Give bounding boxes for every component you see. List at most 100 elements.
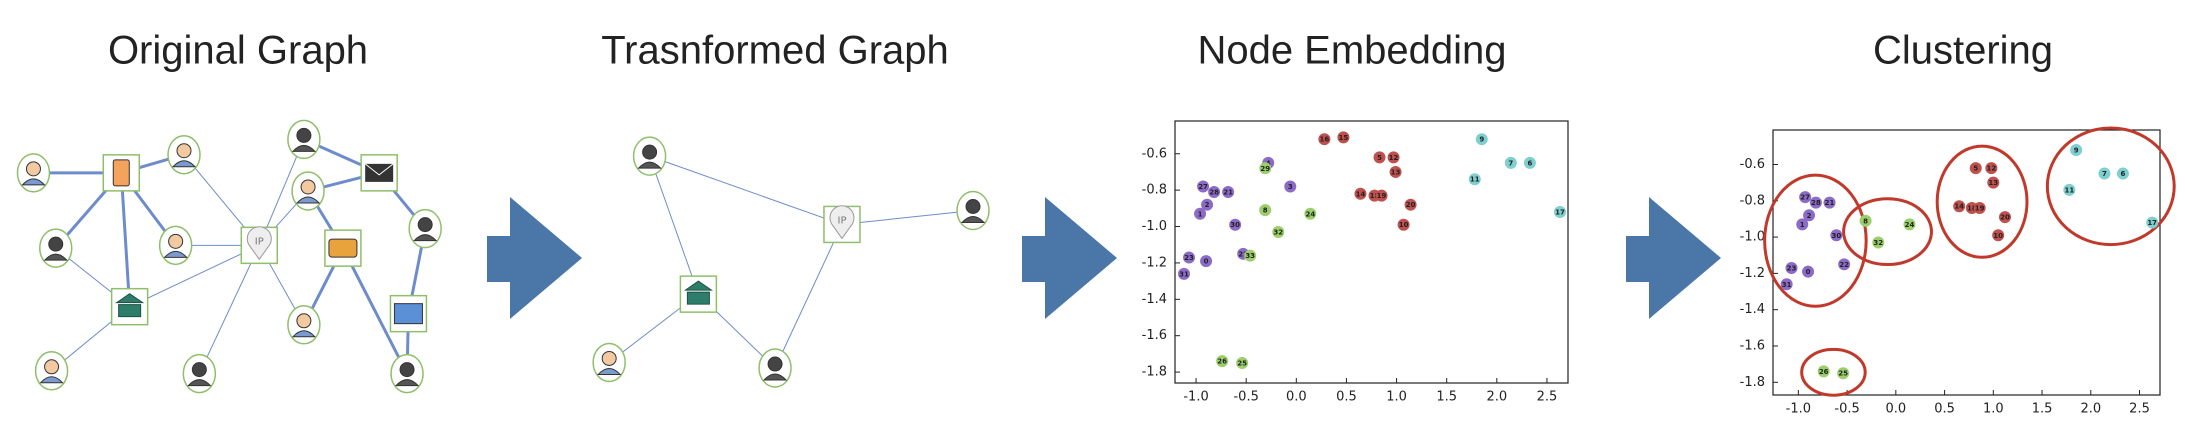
x-tick-label: 0.0 [1286,390,1307,405]
ip-label: IP [837,215,846,226]
point [1903,218,1916,231]
point-label: 32 [1873,239,1883,247]
point [1999,211,2012,224]
point [1785,261,1798,274]
edge [119,172,132,307]
y-tick-label: -1.4 [1142,292,1167,307]
y-tick-label: -0.8 [1142,183,1167,198]
point [1802,265,1815,278]
point [1244,249,1257,262]
point-label: 22 [1238,250,1248,258]
x-tick-label: -1.0 [1786,402,1811,417]
node [34,351,69,391]
x-tick-label: 0.5 [1934,402,1955,417]
body [21,178,46,186]
body [637,161,662,169]
point-label: 10 [1399,221,1409,229]
point [1222,185,1235,198]
arrow [487,197,582,319]
point-label: 14 [1356,190,1366,198]
point-label: 30 [1831,232,1841,240]
edge [198,245,260,374]
node [182,353,217,394]
point-label: 25 [1237,359,1247,367]
point-label: 7 [2102,170,2107,178]
point-label: 20 [1406,201,1416,209]
point-label: 22 [1839,261,1849,269]
edge [341,247,409,375]
point-label: 13 [1391,168,1401,176]
body [960,215,986,223]
head [399,362,415,378]
point [1259,162,1272,175]
point-label: 8 [1263,207,1268,215]
point-label: 21 [1825,199,1835,207]
point [1373,151,1386,164]
node [287,119,321,160]
body [187,379,212,387]
pin [246,226,272,261]
point-label: 12 [1986,165,1996,173]
y-tick-label: -1.4 [1740,302,1765,317]
body [39,376,64,384]
y-tick-label: -0.6 [1142,146,1167,161]
point [1304,207,1317,220]
node [956,190,990,231]
point [1817,365,1830,378]
point [1973,202,1986,215]
point [1475,133,1488,146]
point [1987,176,2000,189]
point [2146,216,2159,229]
head [767,356,783,372]
head [176,143,192,159]
point [1809,196,1822,209]
head [48,236,64,252]
node [110,287,149,326]
body [295,196,321,204]
y-tick-label: -1.8 [1740,375,1765,390]
point-label: 13 [1988,179,1998,187]
point [1236,356,1249,369]
point-label: 8 [1863,217,1868,225]
point-label: 11 [2064,186,2074,194]
point-label: 0 [1806,268,1811,276]
x-tick-label: 0.5 [1336,390,1357,405]
point-label: 27 [1800,194,1810,202]
node [287,305,321,345]
point [1837,367,1850,380]
y-tick-label: -0.8 [1740,193,1765,208]
mail-icon [365,163,394,182]
cluster-ring [2045,126,2176,247]
point-label: 23 [1787,264,1797,272]
head [642,144,658,160]
node [360,154,398,192]
node [158,225,193,266]
node [408,208,442,249]
node [39,228,73,268]
x-tick-label: -1.0 [1183,390,1208,405]
edge [649,155,843,225]
point [1780,278,1793,291]
node [389,294,428,333]
point [1859,214,1872,227]
arrow [1626,197,1721,319]
point-label: 26 [1217,358,1227,366]
point [1969,162,1982,175]
point [2098,167,2111,180]
point [2070,143,2083,156]
phone-icon [112,159,130,187]
point-label: 2 [1205,201,1210,209]
point-label: 1 [1198,210,1203,218]
point [1201,198,1214,211]
node [679,275,718,313]
body [43,253,68,261]
x-tick-label: 2.0 [1486,390,1507,405]
point-label: 14 [1954,203,1964,211]
point [1387,151,1400,164]
point [1823,196,1836,209]
point [1799,191,1812,204]
point [2116,167,2129,180]
point-label: 9 [1479,136,1484,144]
